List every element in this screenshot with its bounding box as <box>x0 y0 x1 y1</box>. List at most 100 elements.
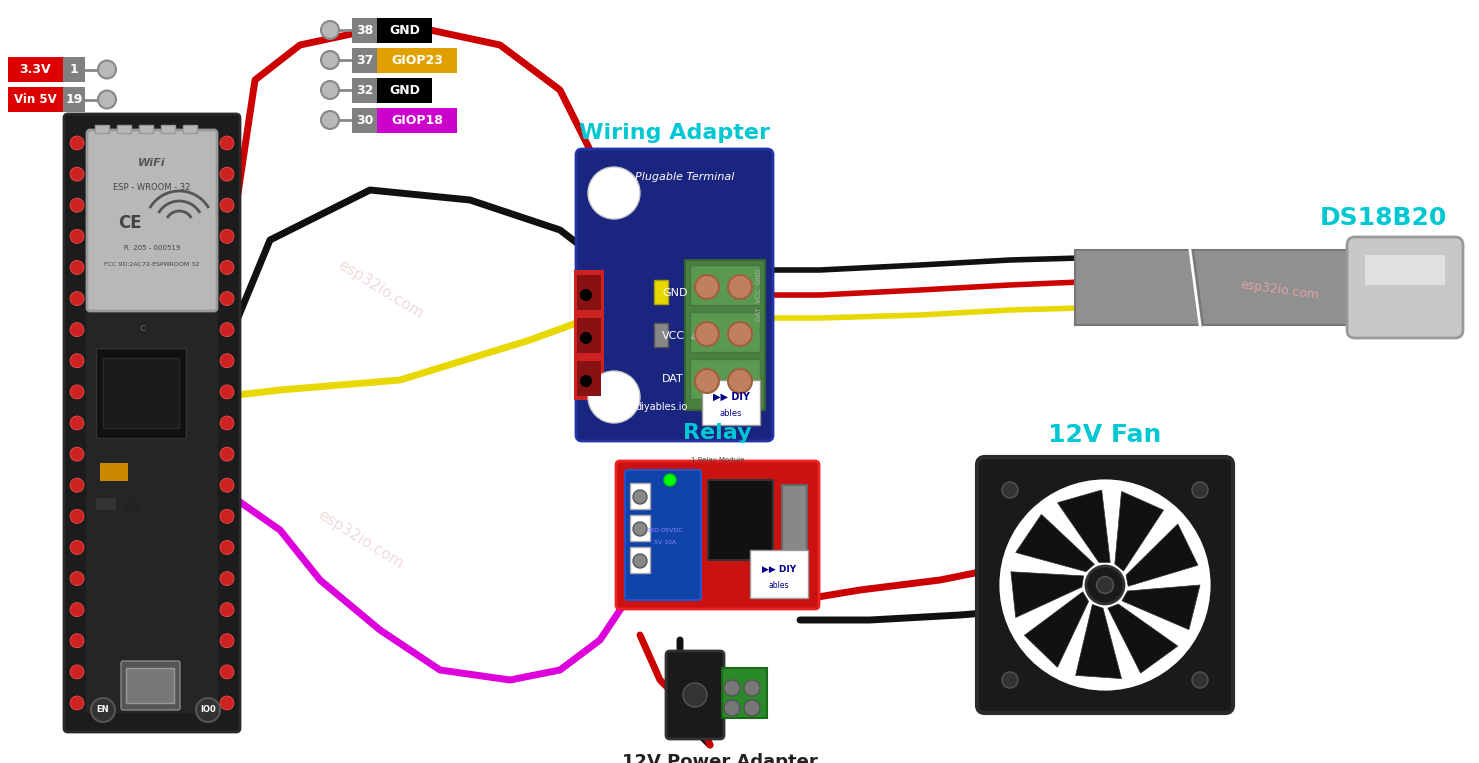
Text: 12V Power Adapter: 12V Power Adapter <box>623 753 818 763</box>
Circle shape <box>589 371 640 423</box>
Bar <box>750 550 808 598</box>
Bar <box>577 318 600 353</box>
Text: 1: 1 <box>70 63 78 76</box>
Text: ▶▶ DIY: ▶▶ DIY <box>762 565 796 574</box>
Circle shape <box>220 260 234 275</box>
Text: 19: 19 <box>65 93 83 106</box>
Polygon shape <box>1025 592 1089 668</box>
Circle shape <box>321 81 339 99</box>
Circle shape <box>220 167 234 181</box>
Circle shape <box>633 554 646 568</box>
Bar <box>377 108 457 133</box>
Circle shape <box>1000 479 1211 691</box>
Bar <box>7 87 64 112</box>
Bar <box>574 270 603 400</box>
Circle shape <box>728 322 751 346</box>
Text: 38: 38 <box>356 24 373 37</box>
Circle shape <box>725 680 740 696</box>
Text: ESP - WROOM - 32: ESP - WROOM - 32 <box>114 183 191 192</box>
Text: esp32io.com: esp32io.com <box>1239 278 1321 302</box>
Text: 5V 10A: 5V 10A <box>654 540 676 546</box>
Text: Wiring Adapter: Wiring Adapter <box>578 123 771 143</box>
Circle shape <box>220 510 234 523</box>
FancyBboxPatch shape <box>615 461 819 609</box>
Bar <box>126 668 175 703</box>
Text: Vin 5V: Vin 5V <box>15 93 56 106</box>
Circle shape <box>220 665 234 679</box>
Circle shape <box>695 322 719 346</box>
Text: GND: GND <box>663 288 688 298</box>
Bar <box>377 48 457 73</box>
Polygon shape <box>1057 490 1111 562</box>
Circle shape <box>70 665 84 679</box>
Text: c: c <box>139 323 145 333</box>
FancyBboxPatch shape <box>1347 237 1463 338</box>
Bar <box>1365 255 1445 285</box>
Circle shape <box>744 700 760 716</box>
Bar <box>161 125 175 133</box>
Circle shape <box>220 540 234 555</box>
Text: DAT: DAT <box>663 374 683 384</box>
Text: ables: ables <box>769 581 790 590</box>
Bar <box>95 125 109 133</box>
Circle shape <box>220 416 234 430</box>
Circle shape <box>220 323 234 336</box>
Text: SRD-05VDC: SRD-05VDC <box>646 527 683 533</box>
Circle shape <box>580 332 592 344</box>
Text: IO0: IO0 <box>200 706 216 714</box>
Polygon shape <box>1108 604 1177 673</box>
Text: CE: CE <box>118 214 142 232</box>
Bar <box>703 380 760 425</box>
Circle shape <box>70 478 84 492</box>
Circle shape <box>220 385 234 399</box>
Circle shape <box>70 540 84 555</box>
Polygon shape <box>1075 604 1121 678</box>
Bar <box>352 18 377 43</box>
Circle shape <box>92 698 115 722</box>
Bar <box>64 57 84 82</box>
Text: 32: 32 <box>356 84 373 97</box>
Circle shape <box>633 490 646 504</box>
FancyBboxPatch shape <box>666 651 725 739</box>
Text: GIOP18: GIOP18 <box>390 114 442 127</box>
Circle shape <box>220 696 234 710</box>
Bar <box>64 87 84 112</box>
Circle shape <box>1192 482 1208 498</box>
Circle shape <box>70 571 84 585</box>
Polygon shape <box>1115 491 1164 571</box>
Text: 37: 37 <box>356 54 373 67</box>
Text: EN: EN <box>96 706 109 714</box>
Bar <box>630 483 649 509</box>
Circle shape <box>70 198 84 212</box>
Circle shape <box>220 230 234 243</box>
Circle shape <box>70 323 84 336</box>
Circle shape <box>220 447 234 461</box>
Bar <box>722 668 768 718</box>
FancyBboxPatch shape <box>978 457 1233 713</box>
Bar <box>630 515 649 541</box>
Bar <box>577 361 600 396</box>
Bar <box>708 480 774 560</box>
Bar <box>352 48 377 73</box>
FancyBboxPatch shape <box>121 661 180 710</box>
Text: 472 Ω: 472 Ω <box>691 333 713 342</box>
Text: WiFi: WiFi <box>138 158 166 168</box>
Circle shape <box>1001 482 1018 498</box>
Circle shape <box>695 275 719 299</box>
Text: ▶▶ DIY: ▶▶ DIY <box>713 392 750 402</box>
Text: ables: ables <box>720 408 742 417</box>
Circle shape <box>220 478 234 492</box>
Circle shape <box>725 700 740 716</box>
FancyBboxPatch shape <box>575 149 774 441</box>
Circle shape <box>70 136 84 150</box>
Circle shape <box>664 474 676 486</box>
Circle shape <box>98 91 115 108</box>
FancyBboxPatch shape <box>64 114 240 732</box>
Text: DS18B20: DS18B20 <box>1319 206 1448 230</box>
Bar <box>654 280 669 304</box>
Text: FCC 9D:2AC72-ESPWROOM 32: FCC 9D:2AC72-ESPWROOM 32 <box>105 262 200 268</box>
Circle shape <box>70 634 84 648</box>
Circle shape <box>728 275 751 299</box>
Bar <box>377 18 432 43</box>
Circle shape <box>70 230 84 243</box>
